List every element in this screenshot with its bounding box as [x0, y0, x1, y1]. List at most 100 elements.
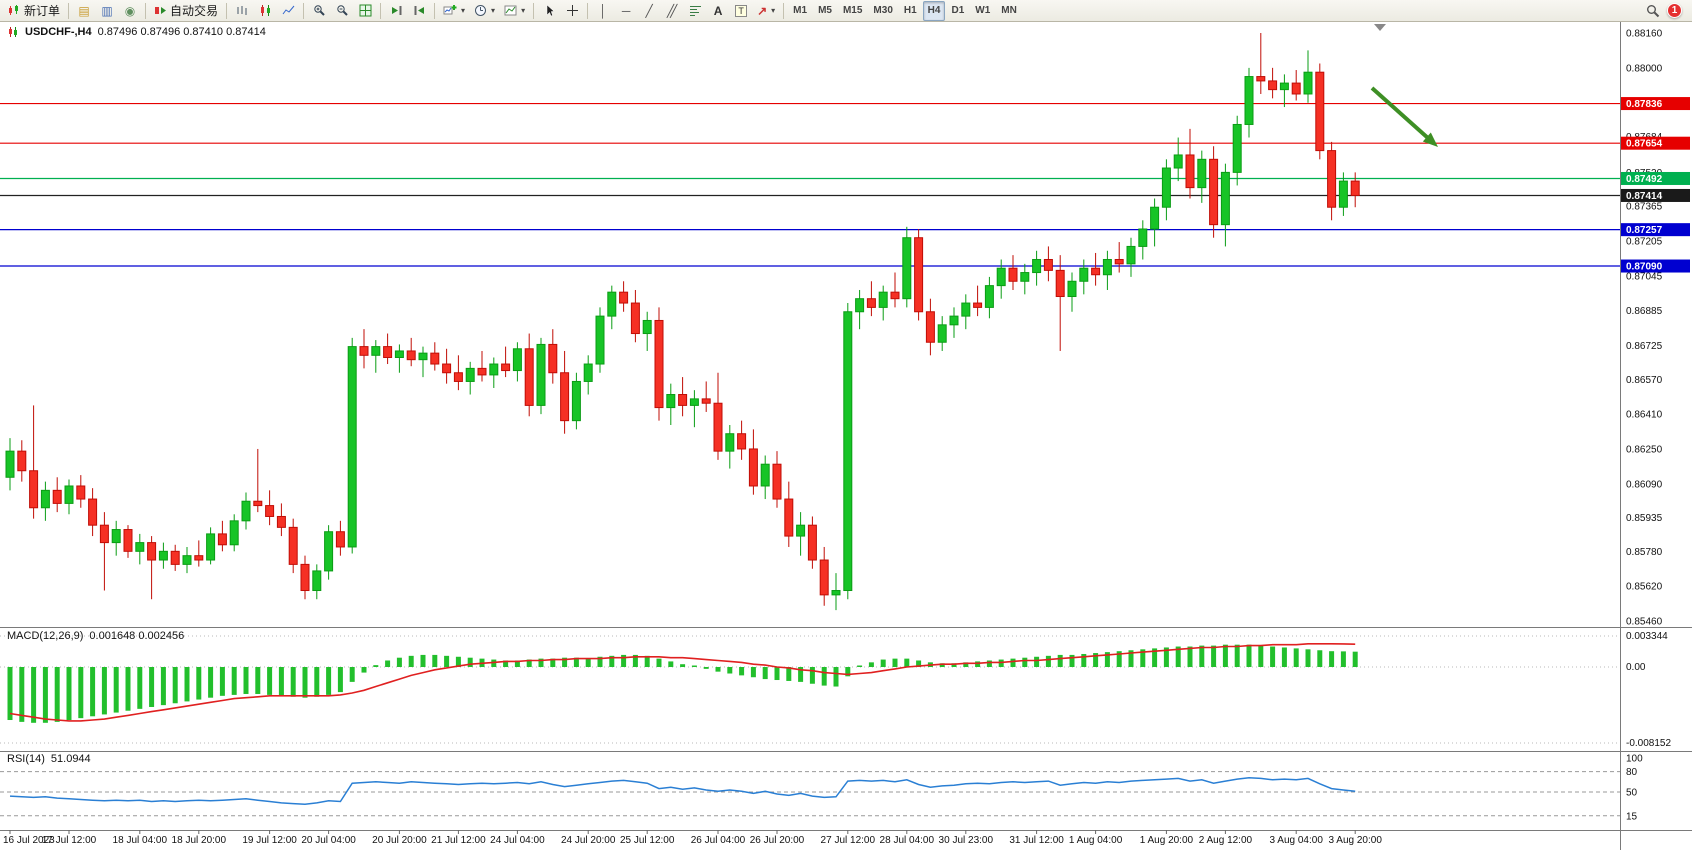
- shapes-button[interactable]: ↗ ▾: [753, 1, 779, 21]
- new-chart-button[interactable]: ▾: [439, 1, 469, 21]
- bar-chart-button[interactable]: [231, 1, 253, 21]
- autotrading-button[interactable]: 自动交易: [150, 1, 222, 21]
- candle-body: [477, 367, 487, 376]
- macd-bar: [219, 667, 225, 696]
- macd-bar: [1069, 654, 1075, 667]
- chart-title: USDCHF-,H4 0.87496 0.87496 0.87410 0.874…: [7, 26, 266, 38]
- candle-body: [288, 526, 298, 565]
- candle-body: [855, 298, 865, 313]
- macd-bar: [1081, 653, 1087, 667]
- price-tick: 0.88000: [1626, 63, 1663, 74]
- macd-bar: [337, 667, 343, 693]
- candle-body: [1008, 267, 1018, 282]
- macd-bar: [503, 660, 509, 667]
- template-button[interactable]: ▾: [500, 1, 529, 21]
- macd-bar: [550, 658, 556, 667]
- candle-body: [1079, 267, 1089, 282]
- search-icon: [1647, 4, 1660, 17]
- toolbar-separator: [434, 2, 436, 19]
- candlestick-icon: [260, 5, 270, 16]
- tf-w1-button[interactable]: W1: [970, 1, 995, 21]
- candle-body: [796, 524, 806, 537]
- macd-bar: [750, 667, 756, 678]
- candlestick-button[interactable]: [254, 1, 276, 21]
- search-button[interactable]: [1642, 1, 1664, 21]
- navigator-icon: ◉: [124, 3, 136, 18]
- macd-signal-line: [9, 642, 1356, 722]
- candle-body: [64, 485, 74, 504]
- period-button[interactable]: ▾: [470, 1, 499, 21]
- zoom-out-button[interactable]: [331, 1, 353, 21]
- time-label: 27 Jul 12:00: [821, 835, 876, 846]
- zoom-in-button[interactable]: [308, 1, 330, 21]
- candle-body: [1256, 76, 1266, 82]
- candle-body: [512, 348, 522, 372]
- macd-bar: [1022, 657, 1028, 667]
- navigator-button[interactable]: ◉: [119, 1, 141, 21]
- tile-windows-button[interactable]: [354, 1, 376, 21]
- rsi-name: RSI(14): [7, 753, 45, 765]
- vertical-line-icon: │: [599, 3, 607, 18]
- macd-bar: [373, 665, 379, 667]
- new-order-button[interactable]: 新订单: [4, 1, 64, 21]
- tf-h1-button[interactable]: H1: [899, 1, 922, 21]
- tf-mn-button[interactable]: MN: [996, 1, 1022, 21]
- macd-bar: [66, 667, 72, 721]
- macd-bar: [727, 667, 733, 674]
- channel-button[interactable]: ╱╱: [661, 1, 683, 21]
- trendline-button[interactable]: ╱: [638, 1, 660, 21]
- market-watch-icon: ▤: [78, 3, 90, 18]
- market-watch-button[interactable]: ▤: [73, 1, 95, 21]
- tf-h4-button[interactable]: H4: [922, 0, 946, 21]
- macd-bar: [562, 657, 568, 667]
- macd-bar: [1340, 651, 1346, 667]
- text-label-button[interactable]: T: [730, 1, 752, 21]
- text-button[interactable]: A: [707, 1, 729, 21]
- line-chart-button[interactable]: [277, 1, 299, 21]
- fibonacci-button[interactable]: [684, 1, 706, 21]
- macd-bar: [1199, 645, 1205, 667]
- auto-scroll-button[interactable]: [385, 1, 407, 21]
- macd-bar: [632, 654, 638, 667]
- macd-bar: [1270, 646, 1276, 667]
- tf-d1-button[interactable]: D1: [946, 1, 969, 21]
- macd-bar: [491, 659, 497, 667]
- trend-arrow[interactable]: [1370, 86, 1433, 143]
- cursor-button[interactable]: [538, 1, 560, 21]
- macd-bar: [1128, 650, 1134, 667]
- resistance-2-price-box: 0.87654: [1621, 136, 1690, 150]
- candle-body: [1020, 272, 1030, 282]
- tf-m5-button[interactable]: M5: [813, 1, 837, 21]
- candle-body: [1197, 158, 1207, 189]
- rsi-scale: 100 80 50 15: [1626, 754, 1643, 823]
- macd-bar: [1246, 644, 1252, 667]
- tf-m15-button[interactable]: M15: [838, 1, 867, 21]
- candle-body: [1338, 180, 1348, 208]
- svg-text:0.87492: 0.87492: [1626, 174, 1663, 185]
- price-axis: 0.881600.880000.878450.876840.875200.873…: [1626, 29, 1663, 628]
- tf-m1-button[interactable]: M1: [788, 1, 812, 21]
- candle-body: [17, 450, 27, 472]
- macd-bar: [1140, 649, 1146, 667]
- tf-m30-button[interactable]: M30: [868, 1, 897, 21]
- data-window-button[interactable]: ▥: [96, 1, 118, 21]
- chevron-down-icon: ▾: [771, 6, 776, 15]
- autotrading-icon: [155, 7, 167, 14]
- macd-bar: [231, 667, 237, 695]
- macd-name: MACD(12,26,9): [7, 630, 84, 642]
- chart-shift-marker[interactable]: [1374, 24, 1386, 31]
- macd-bar: [243, 667, 249, 694]
- time-label: 20 Jul 20:00: [372, 835, 427, 846]
- notification-badge[interactable]: 1: [1667, 3, 1682, 18]
- macd-bar: [90, 667, 96, 717]
- vertical-line-button[interactable]: │: [592, 1, 614, 21]
- crosshair-button[interactable]: [561, 1, 583, 21]
- chart-shift-button[interactable]: [408, 1, 430, 21]
- candle-body: [265, 505, 275, 517]
- horizontal-line-button[interactable]: ─: [615, 1, 637, 21]
- svg-text:0.87654: 0.87654: [1626, 139, 1663, 150]
- macd-bar: [267, 667, 273, 695]
- candles: [5, 33, 1360, 611]
- candle-body: [1303, 71, 1313, 95]
